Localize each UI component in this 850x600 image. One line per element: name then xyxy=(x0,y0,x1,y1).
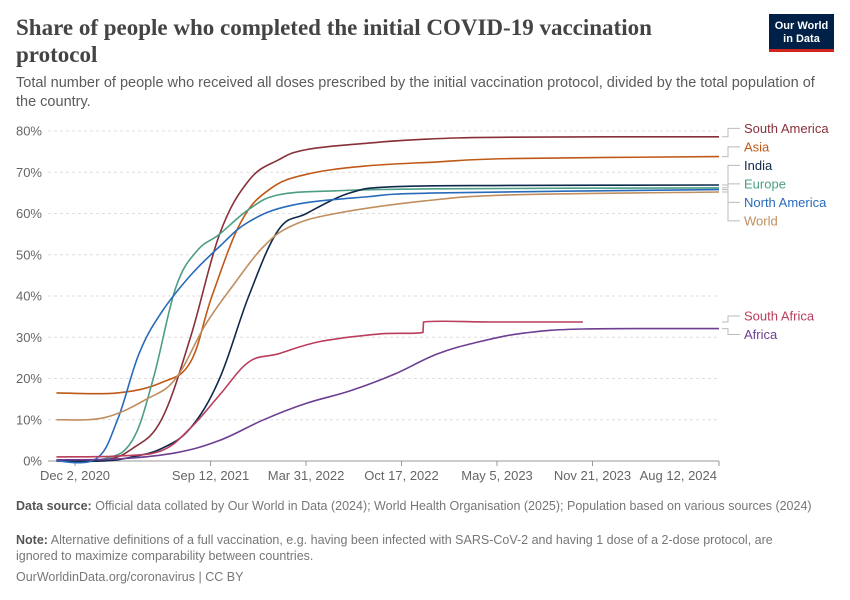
y-tick-label: 40% xyxy=(16,289,42,304)
legend: South America Asia India Europe North Americ… xyxy=(722,121,829,342)
x-tick-label: Mar 31, 2022 xyxy=(268,468,345,483)
series-line-india[interactable] xyxy=(56,184,720,463)
x-axis: Dec 2, 2020 Sep 12, 2021 Mar 31, 2022 Oct 1… xyxy=(40,460,720,483)
y-tick-label: 80% xyxy=(16,124,42,139)
site-link[interactable]: OurWorldinData.org/coronavirus | CC BY xyxy=(16,570,244,584)
legend-label-south-africa[interactable]: South Africa xyxy=(744,309,815,324)
series-line-south-america[interactable] xyxy=(56,135,720,463)
legend-connector xyxy=(722,191,740,222)
legend-label-north-america[interactable]: North America xyxy=(744,195,827,210)
legend-connector xyxy=(722,328,740,335)
legend-connector xyxy=(722,315,740,323)
series-line-asia[interactable] xyxy=(56,155,720,395)
legend-label-india[interactable]: India xyxy=(744,158,773,173)
source-text: Official data collated by Our World in D… xyxy=(95,499,812,513)
logo-line-2: in Data xyxy=(783,32,820,45)
legend-connector xyxy=(722,183,740,189)
legend-label-asia[interactable]: Asia xyxy=(744,139,770,154)
logo-line-1: Our World xyxy=(774,20,829,32)
chart-note: Note: Alternative definitions of a full … xyxy=(16,532,816,564)
y-axis: 0% 10% 20% 30% 40% 50% 60% 70% 80% xyxy=(16,124,42,469)
y-tick-label: 70% xyxy=(16,165,42,180)
series-line-world[interactable] xyxy=(56,191,720,421)
legend-label-world[interactable]: World xyxy=(744,213,778,228)
y-tick-label: 60% xyxy=(16,206,42,221)
legend-connector xyxy=(722,127,740,138)
y-tick-label: 50% xyxy=(16,247,42,262)
series-line-north-america[interactable] xyxy=(56,188,720,464)
note-text: Alternative definitions of a full vaccin… xyxy=(16,533,773,563)
legend-label-europe[interactable]: Europe xyxy=(744,176,786,191)
series-line-africa[interactable] xyxy=(56,327,720,461)
x-tick-label: May 5, 2023 xyxy=(461,468,533,483)
series-line-europe[interactable] xyxy=(56,187,720,462)
y-tick-label: 30% xyxy=(16,330,42,345)
legend-connector xyxy=(722,146,740,158)
note-label: Note: xyxy=(16,533,48,547)
y-tick-label: 10% xyxy=(16,412,42,427)
source-label: Data source: xyxy=(16,499,92,513)
y-tick-label: 20% xyxy=(16,371,42,386)
owid-logo[interactable]: Our World in Data xyxy=(769,14,834,52)
series-line-south-africa[interactable] xyxy=(56,320,583,458)
chart-title: Share of people who completed the initia… xyxy=(16,15,652,67)
series-lines xyxy=(56,135,720,464)
y-tick-label: 0% xyxy=(23,454,42,469)
x-tick-label: Aug 12, 2024 xyxy=(640,468,717,483)
x-tick-label: Nov 21, 2023 xyxy=(554,468,631,483)
logo-accent-bar xyxy=(769,49,834,52)
x-tick-label: Sep 12, 2021 xyxy=(172,468,249,483)
x-tick-label: Oct 17, 2022 xyxy=(364,468,438,483)
x-tick-label: Dec 2, 2020 xyxy=(40,468,110,483)
legend-connector xyxy=(722,164,740,186)
legend-label-africa[interactable]: Africa xyxy=(744,327,778,342)
chart-subtitle: Total number of people who received all … xyxy=(16,75,815,110)
data-source: Data source: Official data collated by O… xyxy=(16,498,816,514)
legend-label-south-america[interactable]: South America xyxy=(744,121,829,136)
gridlines xyxy=(48,130,719,462)
